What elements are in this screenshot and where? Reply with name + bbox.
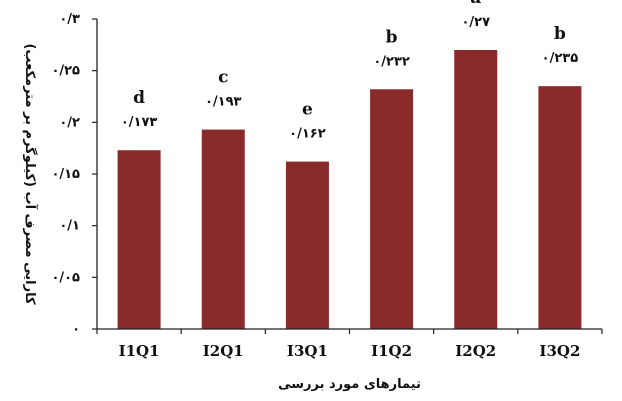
y-tick-label: ۰/۲ [59, 115, 80, 130]
bar-I1Q1 [117, 150, 161, 329]
value-label: ۰/۱۷۳ [121, 115, 158, 130]
y-tick-label: ۰/۰۵ [51, 270, 80, 285]
bar-I2Q1 [201, 129, 245, 329]
bar-I3Q1 [285, 161, 329, 329]
value-label: ۰/۲۳۵ [542, 51, 579, 66]
y-tick-label: ۰/۱ [59, 219, 80, 234]
x-tick-label: I3Q1 [287, 342, 328, 360]
x-axis-title: تیمارهای مورد بررسی [278, 377, 421, 392]
x-tick-label: I3Q2 [539, 342, 580, 360]
x-tick-label: I2Q2 [455, 342, 496, 360]
x-axis-categories: I1Q1 I2Q1 I3Q1 I1Q2 I2Q2 I3Q2 [119, 342, 581, 360]
axes [96, 19, 603, 334]
bar-I1Q2 [370, 89, 414, 330]
x-tick-label: I2Q1 [203, 342, 244, 360]
significance-letter: b [554, 24, 566, 44]
y-axis-ticks: ۰ ۰/۰۵ ۰/۱ ۰/۱۵ ۰/۲ ۰/۲۵ ۰/۳ [51, 12, 97, 337]
bar-I3Q2 [538, 86, 582, 330]
value-label: ۰/۲۷ [461, 15, 490, 30]
significance-letter: c [218, 68, 228, 88]
significance-letter: d [133, 88, 145, 108]
y-tick-label: ۰/۲۵ [51, 64, 80, 79]
y-tick-label: ۰/۳ [59, 12, 80, 27]
data-labels: ۰/۱۷۳ d ۰/۱۹۳ c ۰/۱۶۲ e ۰/۲۳۲ b ۰/۲۷ a ۰/۲۳۵ b [121, 0, 578, 142]
significance-letter: b [386, 27, 398, 47]
value-label: ۰/۲۳۲ [373, 54, 410, 69]
bar-I2Q2 [454, 50, 498, 329]
y-axis-title: کارایی مصرف آب (کیلوگرم بر مترمکعب) [22, 43, 39, 305]
significance-letter: e [302, 100, 313, 120]
value-label: ۰/۱۶۲ [289, 127, 326, 142]
y-tick-label: ۰ [72, 322, 80, 337]
x-tick-label: I1Q1 [119, 342, 160, 360]
value-label: ۰/۱۹۳ [205, 95, 242, 110]
y-tick-label: ۰/۱۵ [51, 167, 80, 182]
bars [117, 50, 582, 330]
significance-letter: a [470, 0, 481, 8]
x-tick-label: I1Q2 [371, 342, 412, 360]
